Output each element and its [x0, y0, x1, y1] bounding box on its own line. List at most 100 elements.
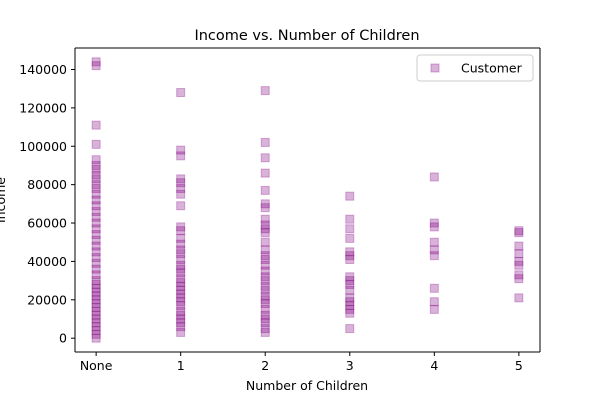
legend-box — [416, 54, 534, 82]
data-point — [176, 310, 186, 320]
plot-area — [75, 48, 540, 352]
data-point — [91, 258, 101, 268]
data-point — [176, 268, 186, 278]
data-point — [260, 168, 270, 178]
data-point — [345, 272, 355, 282]
data-point — [514, 260, 524, 270]
data-point — [429, 251, 439, 261]
data-point — [176, 318, 186, 328]
x-tick-label: 3 — [346, 358, 354, 373]
data-point — [260, 324, 270, 334]
data-point — [176, 327, 186, 337]
data-point — [176, 278, 186, 288]
data-point — [91, 212, 101, 222]
data-point — [429, 218, 439, 228]
data-point — [260, 295, 270, 305]
data-point — [91, 329, 101, 339]
data-point — [176, 285, 186, 295]
data-point — [260, 266, 270, 276]
x-tick-label: 2 — [261, 358, 269, 373]
data-point — [176, 301, 186, 311]
data-point — [345, 276, 355, 286]
data-point — [91, 201, 101, 211]
data-point — [91, 314, 101, 324]
data-point — [176, 239, 186, 249]
data-point — [260, 281, 270, 291]
data-point — [176, 226, 186, 236]
x-tick-label: None — [80, 358, 113, 373]
data-point — [91, 57, 101, 67]
data-point — [91, 247, 101, 257]
data-point — [429, 222, 439, 232]
data-point — [176, 201, 186, 211]
data-point — [345, 308, 355, 318]
data-point — [91, 270, 101, 280]
data-point — [91, 283, 101, 293]
data-point — [260, 272, 270, 282]
data-point — [260, 228, 270, 238]
data-point — [429, 245, 439, 255]
data-point — [91, 295, 101, 305]
data-point — [260, 237, 270, 247]
data-point — [260, 245, 270, 255]
data-point — [429, 283, 439, 293]
data-point — [91, 155, 101, 165]
data-point — [91, 120, 101, 130]
data-point — [260, 254, 270, 264]
data-point — [91, 322, 101, 332]
data-point — [260, 291, 270, 301]
data-point — [429, 297, 439, 307]
data-point — [91, 160, 101, 170]
data-point — [345, 214, 355, 224]
data-point — [176, 264, 186, 274]
data-point — [91, 174, 101, 184]
data-point — [345, 254, 355, 264]
data-point — [176, 260, 186, 270]
data-point — [91, 224, 101, 234]
data-point — [514, 256, 524, 266]
data-point — [91, 264, 101, 274]
data-point — [91, 218, 101, 228]
data-point — [260, 153, 270, 163]
data-point — [260, 327, 270, 337]
data-point — [91, 253, 101, 263]
data-point — [91, 291, 101, 301]
data-point — [345, 251, 355, 261]
y-tick-label: 40000 — [27, 254, 67, 269]
data-point — [176, 314, 186, 324]
data-point — [345, 233, 355, 243]
data-point — [429, 304, 439, 314]
legend-marker — [430, 63, 440, 73]
data-point — [514, 293, 524, 303]
data-point — [176, 151, 186, 161]
data-point — [91, 139, 101, 149]
data-point — [260, 224, 270, 234]
data-point — [345, 301, 355, 311]
data-point — [345, 279, 355, 289]
data-point — [91, 164, 101, 174]
data-point — [429, 172, 439, 182]
data-point — [260, 260, 270, 270]
data-point — [176, 222, 186, 232]
data-point — [260, 251, 270, 261]
data-point — [260, 276, 270, 286]
legend-label: Customer — [461, 61, 523, 76]
data-point — [91, 279, 101, 289]
data-point — [260, 86, 270, 96]
y-axis-label: Income — [0, 177, 8, 223]
data-point — [91, 180, 101, 190]
data-point — [345, 285, 355, 295]
data-point — [91, 170, 101, 180]
data-point — [176, 293, 186, 303]
y-axis-ticks: 0 20000 40000 60000 80000 100000 120000 140000 — [19, 62, 75, 346]
data-point — [514, 274, 524, 284]
data-point — [514, 270, 524, 280]
data-point — [91, 195, 101, 205]
y-tick-label: 60000 — [27, 216, 67, 231]
data-point — [176, 145, 186, 155]
data-point — [260, 185, 270, 195]
data-point — [176, 254, 186, 264]
data-point — [91, 241, 101, 251]
y-tick-label: 120000 — [19, 100, 67, 115]
data-point — [260, 214, 270, 224]
